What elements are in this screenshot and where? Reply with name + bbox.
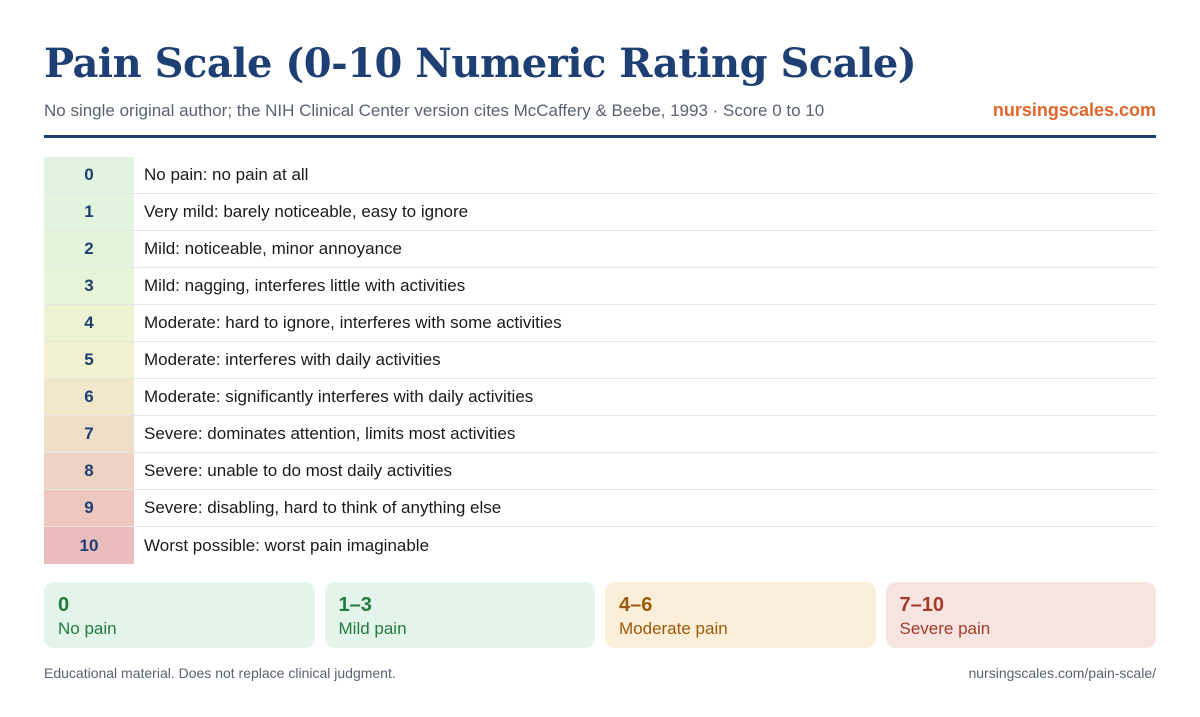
pain-scale-table: 0 No pain: no pain at all 1 Very mild: b… bbox=[44, 157, 1156, 564]
table-row: 6 Moderate: significantly interferes wit… bbox=[44, 379, 1156, 416]
category-label: Severe pain bbox=[899, 619, 991, 638]
score-cell: 3 bbox=[44, 268, 134, 304]
category-card-no-pain: 0 No pain bbox=[44, 582, 315, 648]
description-cell: Very mild: barely noticeable, easy to ig… bbox=[144, 202, 469, 221]
category-card-severe: 7–10 Severe pain bbox=[885, 582, 1156, 648]
table-row: 8 Severe: unable to do most daily activi… bbox=[44, 453, 1156, 490]
table-row: 2 Mild: noticeable, minor annoyance bbox=[44, 231, 1156, 268]
score-cell: 10 bbox=[44, 527, 134, 564]
description-cell: Worst possible: worst pain imaginable bbox=[144, 535, 430, 555]
category-range: 0 bbox=[58, 594, 70, 616]
score-cell: 5 bbox=[44, 342, 134, 378]
footer-disclaimer: Educational material. Does not replace c… bbox=[44, 665, 396, 681]
table-row: 1 Very mild: barely noticeable, easy to … bbox=[44, 194, 1156, 231]
description-cell: Moderate: significantly interferes with … bbox=[144, 387, 534, 406]
description-cell: Moderate: hard to ignore, interferes wit… bbox=[144, 313, 562, 332]
page-title: Pain Scale (0-10 Numeric Rating Scale) bbox=[44, 40, 917, 87]
footer-url[interactable]: nursingscales.com/pain-scale/ bbox=[968, 665, 1156, 681]
score-cell: 7 bbox=[44, 416, 134, 452]
table-row: 0 No pain: no pain at all bbox=[44, 157, 1156, 194]
description-cell: Severe: unable to do most daily activiti… bbox=[144, 461, 453, 480]
description-cell: Severe: dominates attention, limits most… bbox=[144, 424, 516, 443]
score-cell: 8 bbox=[44, 453, 134, 489]
table-row: 9 Severe: disabling, hard to think of an… bbox=[44, 490, 1156, 527]
score-cell: 6 bbox=[44, 379, 134, 415]
description-cell: Moderate: interferes with daily activiti… bbox=[144, 350, 441, 369]
category-range: 1–3 bbox=[338, 594, 372, 616]
category-label: Mild pain bbox=[338, 619, 407, 638]
category-label: Moderate pain bbox=[619, 619, 728, 638]
description-cell: No pain: no pain at all bbox=[144, 165, 309, 184]
table-row: 3 Mild: nagging, interferes little with … bbox=[44, 268, 1156, 305]
score-cell: 9 bbox=[44, 490, 134, 526]
severity-summary: 0 No pain 1–3 Mild pain 4–6 Moderate pai… bbox=[44, 582, 1156, 648]
table-row: 10 Worst possible: worst pain imaginable bbox=[44, 527, 1156, 564]
header-divider bbox=[44, 135, 1156, 138]
category-card-moderate: 4–6 Moderate pain bbox=[605, 582, 876, 648]
brand-link[interactable]: nursingscales.com bbox=[992, 100, 1156, 120]
description-cell: Severe: disabling, hard to think of anyt… bbox=[144, 498, 502, 517]
category-label: No pain bbox=[58, 619, 117, 638]
category-range: 4–6 bbox=[619, 594, 653, 616]
score-cell: 0 bbox=[44, 157, 134, 193]
table-row: 7 Severe: dominates attention, limits mo… bbox=[44, 416, 1156, 453]
page-subtitle: No single original author; the NIH Clini… bbox=[44, 101, 825, 120]
score-cell: 2 bbox=[44, 231, 134, 267]
description-cell: Mild: noticeable, minor annoyance bbox=[144, 239, 402, 258]
score-cell: 4 bbox=[44, 305, 134, 341]
category-range: 7–10 bbox=[899, 594, 945, 616]
category-card-mild: 1–3 Mild pain bbox=[324, 582, 595, 648]
score-cell: 1 bbox=[44, 194, 134, 230]
table-row: 4 Moderate: hard to ignore, interferes w… bbox=[44, 305, 1156, 342]
description-cell: Mild: nagging, interferes little with ac… bbox=[144, 276, 466, 295]
table-row: 5 Moderate: interferes with daily activi… bbox=[44, 342, 1156, 379]
